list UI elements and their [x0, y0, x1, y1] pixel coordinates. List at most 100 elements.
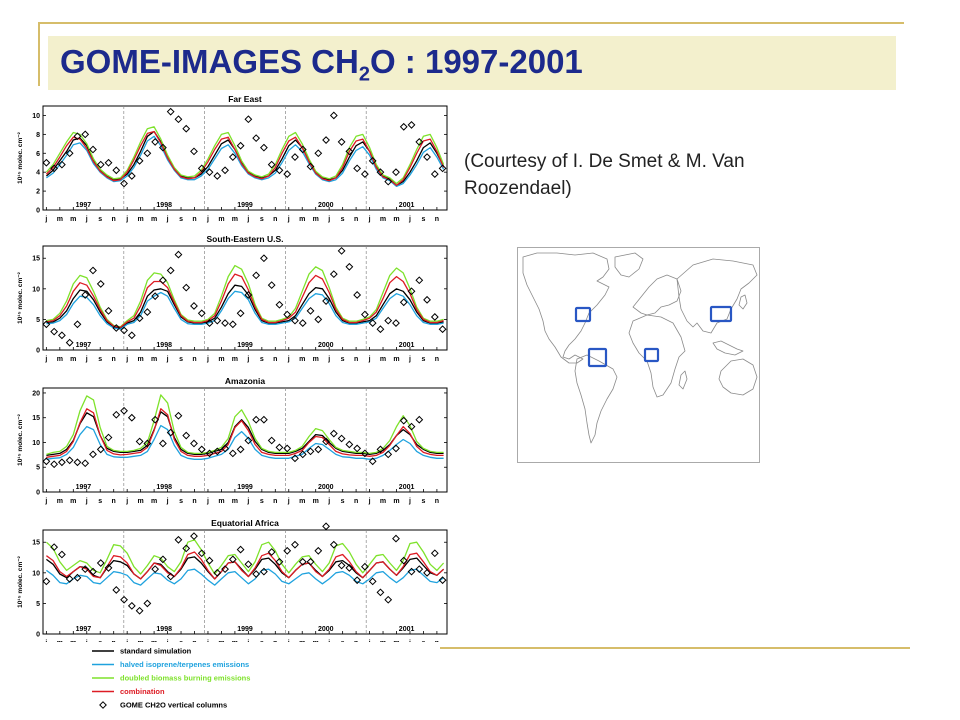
gome-point — [228, 449, 237, 458]
gome-point — [236, 141, 245, 150]
southeast-asia-islands-outline — [712, 340, 744, 356]
gome-point — [182, 544, 191, 553]
gome-point — [283, 170, 292, 178]
gome-point — [143, 439, 152, 448]
gome-point — [399, 556, 408, 565]
gome-point — [197, 164, 206, 173]
y-axis-label: 10¹⁵ molec. cm⁻² — [17, 131, 24, 183]
y-tick-label: 15 — [32, 415, 40, 422]
gome-point — [314, 149, 323, 158]
x-tick-label: s — [179, 498, 183, 505]
x-tick-label: m — [299, 640, 305, 642]
x-tick-label: m — [218, 498, 224, 505]
gome-point — [283, 444, 292, 453]
slide-frame-left-rule — [38, 22, 40, 86]
gome-point — [57, 550, 66, 559]
gome-point — [306, 447, 315, 456]
year-label: 2000 — [318, 626, 334, 633]
x-tick-label: n — [435, 498, 439, 505]
gome-point — [104, 158, 113, 167]
panel-title: Far East — [228, 94, 262, 104]
y-tick-label: 5 — [36, 465, 40, 472]
gome-point — [112, 166, 121, 175]
panel-equatorial-africa: Equatorial Africa 0 5 10 15 10¹⁵ molec. cm⁻² j… — [17, 518, 448, 642]
x-tick-label: j — [327, 216, 330, 223]
x-tick-label: s — [341, 498, 345, 505]
gome-point — [158, 439, 167, 448]
series-line-halved-isoprene-terpenes-emissions — [46, 424, 444, 460]
gome-point — [329, 540, 338, 549]
plot-frame — [42, 105, 448, 211]
x-tick-label: j — [166, 498, 169, 505]
gome-point — [182, 283, 191, 292]
legend-label-combination: combination — [120, 687, 165, 696]
gome-point — [345, 440, 354, 449]
y-tick-label: 15 — [32, 256, 40, 263]
x-tick-label: j — [44, 498, 47, 505]
year-label: 2001 — [399, 202, 415, 209]
gome-point — [65, 456, 74, 465]
gome-point — [236, 309, 245, 318]
gome-point — [197, 445, 206, 454]
gome-point — [96, 445, 105, 454]
x-tick-label: m — [380, 356, 386, 363]
gome-point — [345, 262, 354, 271]
gome-point — [50, 327, 59, 336]
gome-point — [112, 410, 121, 419]
gome-point — [392, 168, 400, 177]
gome-point — [360, 170, 369, 178]
gome-point — [407, 121, 416, 129]
gome-point — [291, 540, 299, 549]
x-tick-label: j — [287, 356, 290, 363]
gome-point — [368, 577, 377, 586]
x-tick-label: m — [232, 640, 238, 642]
gome-point — [438, 164, 447, 173]
gome-point — [298, 557, 307, 566]
madagascar-outline — [678, 370, 688, 390]
gome-point — [368, 319, 377, 327]
gome-point — [166, 572, 175, 581]
world-map — [517, 247, 760, 463]
x-tick-label: n — [273, 498, 277, 505]
plot-frame — [42, 245, 448, 351]
gome-point — [166, 107, 175, 116]
x-tick-label: m — [151, 498, 157, 505]
gome-point — [213, 447, 222, 456]
courtesy-text: (Courtesy of I. De Smet & M. Van Roozend… — [464, 151, 745, 199]
africa-outline — [628, 314, 686, 398]
x-tick-label: m — [232, 216, 238, 223]
x-tick-label: n — [192, 498, 196, 505]
gome-point — [57, 458, 66, 467]
y-tick-label: 0 — [36, 632, 40, 639]
gome-point — [275, 166, 284, 175]
gome-point — [42, 158, 51, 167]
gome-point — [65, 575, 74, 583]
x-tick-label: n — [112, 356, 116, 363]
gome-point — [298, 319, 307, 327]
x-tick-label: j — [327, 356, 330, 363]
gome-point — [337, 246, 346, 255]
gome-point — [275, 557, 284, 566]
gome-point — [174, 115, 183, 124]
y-tick-label: 6 — [36, 151, 40, 158]
x-tick-label: m — [70, 640, 76, 642]
gome-point — [104, 306, 113, 315]
x-tick-label: j — [368, 498, 371, 505]
x-tick-label: j — [368, 216, 371, 223]
y-tick-label: 0 — [36, 348, 40, 355]
x-tick-label: j — [246, 216, 249, 223]
gome-point — [158, 276, 167, 285]
gome-point — [182, 124, 191, 133]
gome-point — [267, 281, 276, 290]
x-tick-label: n — [435, 640, 439, 642]
region-box-equatorial-africa — [643, 347, 660, 363]
gome-point — [415, 138, 424, 146]
slide-frame-top-rule — [38, 22, 904, 24]
y-axis-label: 10¹⁵ molec. cm⁻² — [17, 413, 24, 465]
x-tick-label: j — [125, 498, 128, 505]
gome-point — [73, 132, 82, 141]
y-tick-label: 4 — [36, 170, 40, 177]
gome-point — [244, 560, 253, 569]
region-box-amazonia — [587, 347, 608, 368]
